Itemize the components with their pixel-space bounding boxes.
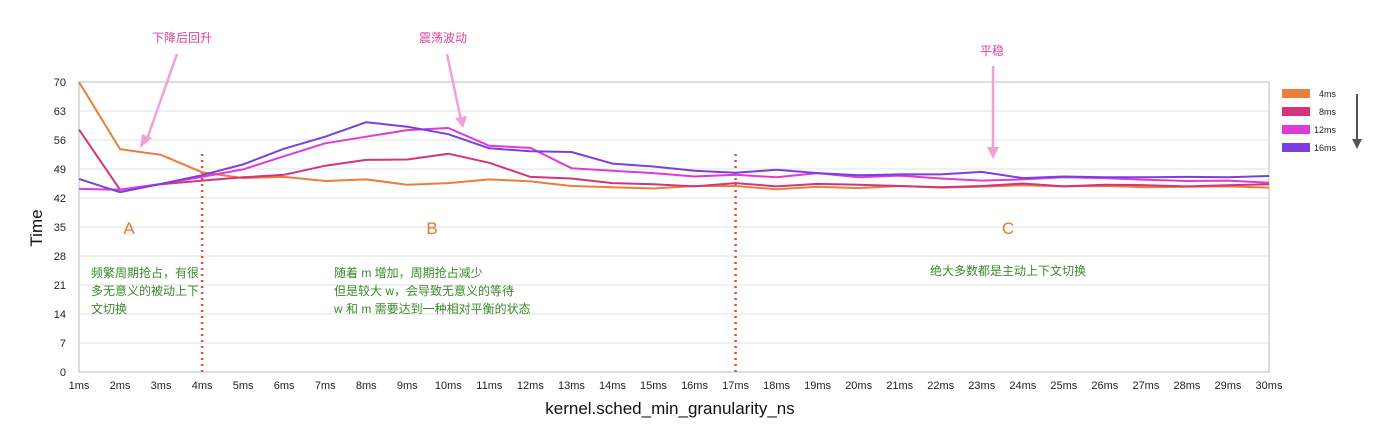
x-tick-label: 3ms <box>151 380 172 392</box>
y-tick-label: 7 <box>60 338 66 350</box>
x-tick-label: 27ms <box>1132 380 1159 392</box>
legend-swatch-16ms <box>1282 143 1310 152</box>
arrow-heads <box>140 116 999 159</box>
x-tick-label: 11ms <box>476 380 503 392</box>
x-tick-label: 26ms <box>1091 380 1118 392</box>
region-c-label: C <box>1002 219 1014 238</box>
x-tick-label: 29ms <box>1215 380 1242 392</box>
legend-label-8ms: 8ms <box>1319 107 1337 117</box>
x-tick-label: 9ms <box>397 380 418 392</box>
x-tick-label: 12ms <box>517 380 544 392</box>
plot-area-border <box>78 81 1270 373</box>
arrowhead-stable <box>987 147 999 159</box>
x-tick-label: 15ms <box>640 380 667 392</box>
x-tick-label: 16ms <box>681 380 708 392</box>
y-axis-ticks: 0 7 14 21 28 35 42 49 56 63 70 <box>54 77 66 379</box>
x-tick-label: 7ms <box>315 380 336 392</box>
y-tick-label: 42 <box>54 193 66 205</box>
series-line-8ms <box>78 129 1270 191</box>
x-tick-label: 25ms <box>1050 380 1077 392</box>
x-tick-label: 10ms <box>435 380 462 392</box>
legend-label-4ms: 4ms <box>1319 89 1337 99</box>
x-tick-label: 23ms <box>968 380 995 392</box>
x-tick-label: 13ms <box>558 380 585 392</box>
arrow-drop-then-rise <box>144 53 179 143</box>
annotation-oscillation: 震荡波动 <box>419 31 467 45</box>
x-axis-title: kernel.sched_min_granularity_ns <box>545 399 794 418</box>
legend-scroll-arrow[interactable] <box>1352 94 1362 149</box>
region-c-note-line-1: 绝大多数都是主动上下文切换 <box>930 263 1086 278</box>
y-tick-label: 63 <box>54 106 66 118</box>
series-lines <box>78 81 1270 194</box>
series-line-4ms <box>78 81 1270 191</box>
x-tick-label: 19ms <box>804 380 831 392</box>
legend-swatch-12ms <box>1282 125 1310 134</box>
region-b-label: B <box>426 219 437 238</box>
annotation-stable: 平稳 <box>980 43 1004 58</box>
x-tick-label: 8ms <box>356 380 377 392</box>
annotation-drop-then-rise: 下降后回升 <box>152 31 212 45</box>
arrow-oscillation <box>445 53 463 121</box>
y-tick-label: 14 <box>54 309 66 321</box>
x-tick-label: 24ms <box>1009 380 1036 392</box>
x-tick-label: 14ms <box>599 380 626 392</box>
y-tick-label: 35 <box>54 222 66 234</box>
legend-swatch-4ms <box>1282 89 1310 98</box>
x-tick-label: 17ms <box>722 380 749 392</box>
x-tick-label: 6ms <box>274 380 295 392</box>
x-tick-label: 1ms <box>69 380 90 392</box>
legend-label-12ms: 12ms <box>1314 125 1337 135</box>
region-a-label: A <box>123 219 135 238</box>
x-tick-label: 5ms <box>233 380 254 392</box>
y-tick-label: 0 <box>60 367 66 379</box>
y-tick-label: 28 <box>54 251 66 263</box>
x-tick-label: 2ms <box>110 380 131 392</box>
arrowhead-drop-then-rise <box>140 134 152 148</box>
y-tick-label: 70 <box>54 77 66 89</box>
region-b-note-line-3: w 和 m 需要达到一种相对平衡的状态 <box>333 301 531 316</box>
y-tick-label: 56 <box>54 135 66 147</box>
region-a-note-line-2: 多无意义的被动上下 <box>91 283 199 298</box>
y-axis-title: Time <box>27 209 46 246</box>
x-tick-label: 18ms <box>763 380 790 392</box>
region-a-note-line-3: 文切换 <box>91 301 127 316</box>
arrowhead-oscillation <box>455 116 467 128</box>
grid-lines <box>79 81 1269 373</box>
x-tick-label: 30ms <box>1256 380 1283 392</box>
annotation-arrows <box>144 53 995 150</box>
legend: 4ms 8ms 12ms 16ms <box>1282 89 1336 153</box>
region-a-note-line-1: 频繁周期抢占，有很 <box>91 265 199 280</box>
y-tick-label: 49 <box>54 164 66 176</box>
region-b-note-line-2: 但是较大 w，会导致无意义的等待 <box>334 283 514 298</box>
series-line-16ms <box>78 121 1270 194</box>
x-tick-label: 20ms <box>845 380 872 392</box>
x-axis-ticks: 1ms 2ms 3ms 4ms 5ms 6ms 7ms 8ms 9ms 10ms 11ms 12ms 1… <box>69 380 1283 392</box>
x-tick-label: 22ms <box>927 380 954 392</box>
scroll-arrow-head <box>1352 139 1362 149</box>
legend-swatch-8ms <box>1282 107 1310 116</box>
x-tick-label: 4ms <box>192 380 213 392</box>
y-tick-label: 21 <box>54 280 66 292</box>
legend-label-16ms: 16ms <box>1314 143 1337 153</box>
x-tick-label: 21ms <box>886 380 913 392</box>
region-dividers <box>200 154 737 372</box>
x-tick-label: 28ms <box>1173 380 1200 392</box>
region-b-note-line-1: 随着 m 增加，周期抢占减少 <box>334 265 483 280</box>
